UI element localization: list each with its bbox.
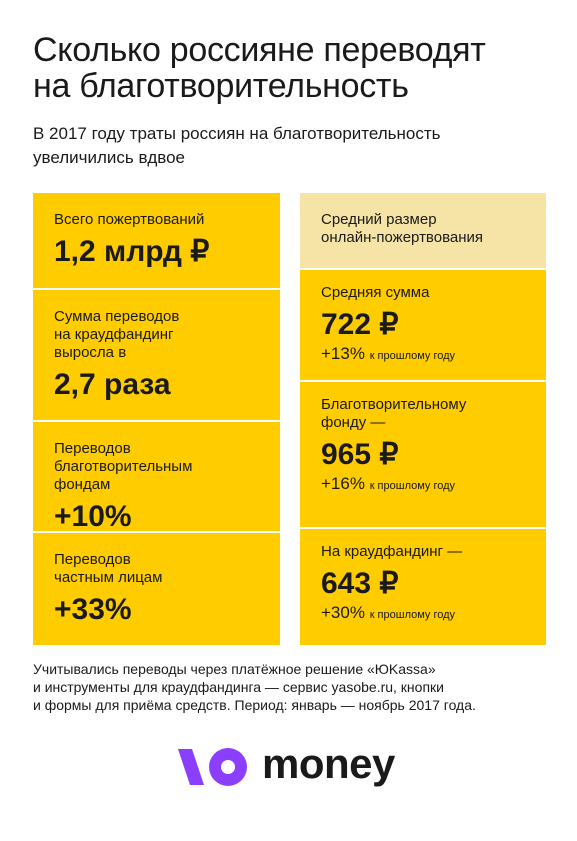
footer-line: и инструменты для краудфандинга — сервис…	[33, 679, 444, 695]
card-label: Средний размер онлайн-пожертвования	[321, 211, 546, 247]
card-label: Средняя сумма	[321, 284, 546, 302]
card: На краудфандинг — 643 ₽ +30% к прошлому го…	[300, 529, 546, 645]
card-label: Переводов частным лицам	[54, 551, 280, 587]
label-line: фондам	[54, 476, 111, 493]
title-line: на благотворительность	[33, 67, 409, 105]
card-label: Всего пожертвований	[54, 211, 280, 229]
label-line: частным лицам	[54, 569, 163, 586]
subtitle-line: увеличились вдвое	[33, 148, 186, 167]
label-line: Средний размер	[321, 211, 437, 228]
change-note: к прошлому году	[369, 480, 456, 492]
card-value: 965 ₽	[321, 438, 399, 471]
subtitle: В 2017 году траты россиян на благотворит…	[33, 122, 441, 170]
card-value: 1,2 млрд ₽	[54, 235, 210, 268]
change-value: +30%	[321, 603, 365, 622]
label-line: онлайн-пожертвования	[321, 229, 484, 246]
card-change: +16% к прошлому году	[321, 474, 546, 494]
card-label: На краудфандинг —	[321, 543, 546, 561]
card: Сумма переводов на краудфандинг выросла в 2…	[33, 290, 280, 420]
label-line: благотворительным	[54, 458, 193, 475]
card: Благотворительному фонду — 965 ₽ +16% к про…	[300, 382, 546, 527]
change-value: +13%	[321, 344, 365, 363]
logo-icon	[178, 748, 247, 786]
card-value: 643 ₽	[321, 567, 399, 600]
change-note: к прошлому году	[369, 350, 456, 362]
title: Сколько россияне переводят на благотвори…	[33, 32, 486, 104]
label-line: Переводов	[54, 440, 131, 457]
card-value: +33%	[54, 593, 132, 626]
label-line: на краудфандинг	[54, 326, 174, 343]
label-line: Благотворительному	[321, 396, 467, 413]
card-change: +30% к прошлому году	[321, 603, 546, 623]
footer: Учитывались переводы через платёжное реш…	[33, 660, 476, 714]
footer-line: и формы для приёма средств. Период: янва…	[33, 697, 476, 713]
card-label: Сумма переводов на краудфандинг выросла в	[54, 308, 280, 362]
label-line: На краудфандинг —	[321, 543, 463, 560]
card-label: Благотворительному фонду —	[321, 396, 546, 432]
card-value: 2,7 раза	[54, 368, 171, 401]
label-line: Переводов	[54, 551, 131, 568]
title-line: Сколько россияне переводят	[33, 31, 486, 69]
change-value: +16%	[321, 474, 365, 493]
label-line: фонду —	[321, 414, 386, 431]
logo-hole	[221, 760, 235, 774]
card: Средняя сумма 722 ₽ +13% к прошлому году	[300, 270, 546, 380]
card-change: +13% к прошлому году	[321, 344, 546, 364]
label-line: Средняя сумма	[321, 284, 430, 301]
card-label: Переводов благотворительным фондам	[54, 440, 280, 494]
label-line: Всего пожертвований	[54, 211, 205, 228]
footer-line: Учитывались переводы через платёжное реш…	[33, 661, 436, 677]
card: Переводов благотворительным фондам +10%	[33, 422, 280, 533]
logo-text: money	[262, 740, 395, 787]
card: Всего пожертвований 1,2 млрд ₽	[33, 193, 280, 288]
card-value: 722 ₽	[321, 308, 399, 341]
label-line: выросла в	[54, 344, 127, 361]
card-value: +10%	[54, 500, 132, 533]
logo-stroke	[178, 749, 204, 785]
label-line: Сумма переводов	[54, 308, 180, 325]
change-note: к прошлому году	[369, 609, 456, 621]
card: Переводов частным лицам +33%	[33, 533, 280, 645]
card: Средний размер онлайн-пожертвования	[300, 193, 546, 268]
subtitle-line: В 2017 году траты россиян на благотворит…	[33, 124, 441, 143]
